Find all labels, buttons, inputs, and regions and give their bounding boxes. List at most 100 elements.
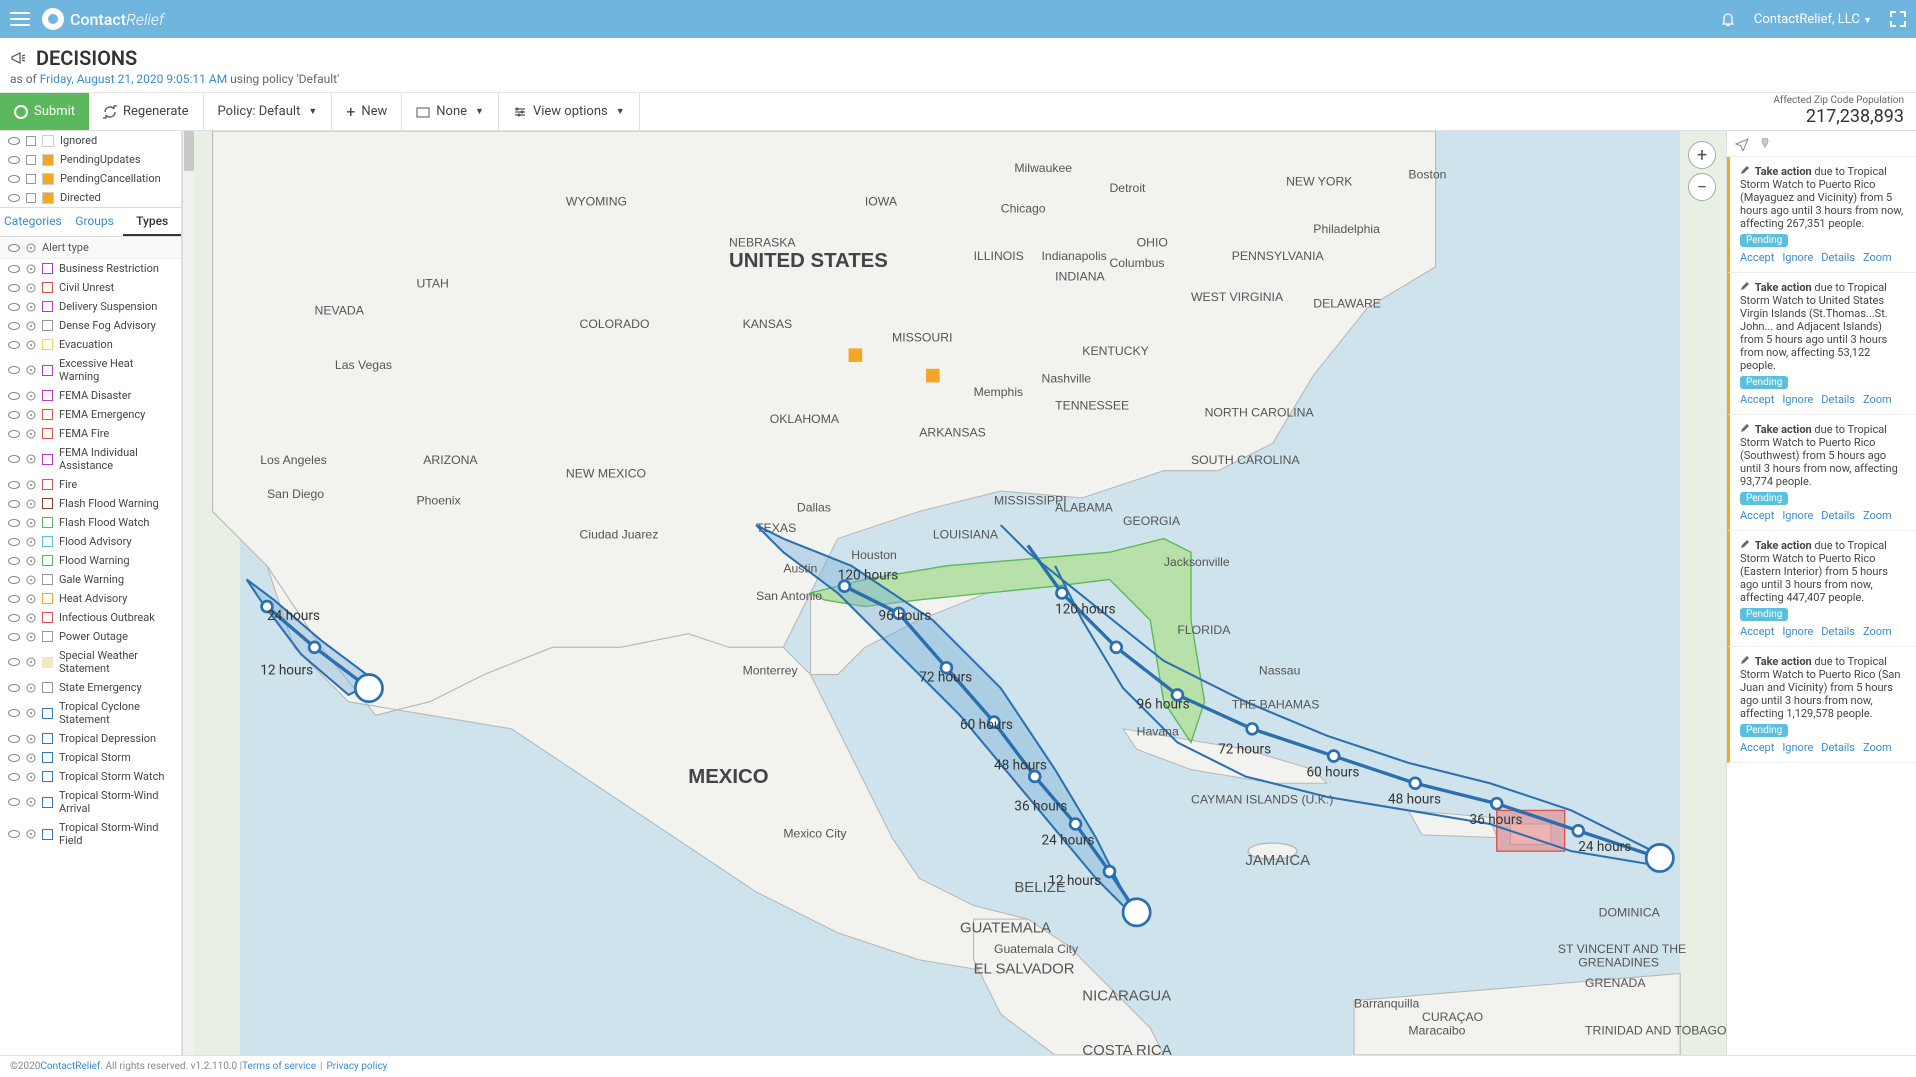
pin-icon[interactable] [1759, 138, 1771, 150]
type-item[interactable]: Evacuation [0, 335, 181, 354]
target-icon[interactable] [26, 365, 36, 375]
type-item[interactable]: Tropical Cyclone Statement [0, 697, 181, 729]
type-item[interactable]: Flash Flood Warning [0, 494, 181, 513]
type-item[interactable]: Tropical Storm-Wind Field [0, 818, 181, 850]
target-icon[interactable] [26, 708, 36, 718]
type-item[interactable]: Gale Warning [0, 570, 181, 589]
eye-icon[interactable] [8, 392, 20, 400]
eye-icon[interactable] [8, 633, 20, 641]
tab-types[interactable]: Types [123, 208, 181, 236]
bell-icon[interactable] [1720, 11, 1736, 27]
eye-icon[interactable] [8, 175, 20, 183]
policy-dropdown[interactable]: Policy: Default▼ [204, 93, 333, 130]
ignore-link[interactable]: Ignore [1782, 741, 1813, 754]
target-icon[interactable] [26, 683, 36, 693]
eye-icon[interactable] [8, 303, 20, 311]
target-icon[interactable] [26, 302, 36, 312]
eye-icon[interactable] [8, 709, 20, 717]
type-item[interactable]: Flood Warning [0, 551, 181, 570]
eye-icon[interactable] [8, 519, 20, 527]
eye-icon[interactable] [8, 735, 20, 743]
privacy-link[interactable]: Privacy policy [326, 1061, 387, 1072]
zoom-link[interactable]: Zoom [1863, 393, 1892, 406]
type-item[interactable]: Tropical Depression [0, 729, 181, 748]
target-icon[interactable] [26, 480, 36, 490]
status-item[interactable]: PendingCancellation [0, 169, 181, 188]
map-container[interactable]: 12 hours 24 hours 36 hours 48 hours 60 h… [194, 131, 1726, 1055]
target-icon[interactable] [26, 772, 36, 782]
accept-link[interactable]: Accept [1740, 251, 1774, 264]
target-icon[interactable] [26, 264, 36, 274]
eye-icon[interactable] [8, 244, 20, 252]
type-item[interactable]: FEMA Emergency [0, 405, 181, 424]
zoom-in-button[interactable]: + [1688, 141, 1716, 169]
accept-link[interactable]: Accept [1740, 625, 1774, 638]
sidebar-scrollbar[interactable] [182, 131, 194, 1055]
target-icon[interactable] [26, 829, 36, 839]
eye-icon[interactable] [8, 614, 20, 622]
eye-icon[interactable] [8, 455, 20, 463]
eye-icon[interactable] [8, 341, 20, 349]
status-item[interactable]: PendingUpdates [0, 150, 181, 169]
type-item[interactable]: Power Outage [0, 627, 181, 646]
submit-button[interactable]: Submit [0, 93, 89, 130]
eye-icon[interactable] [8, 798, 20, 806]
type-item[interactable]: FEMA Disaster [0, 386, 181, 405]
target-icon[interactable] [26, 340, 36, 350]
target-icon[interactable] [26, 575, 36, 585]
eye-icon[interactable] [8, 481, 20, 489]
eye-icon[interactable] [8, 137, 20, 145]
checkbox[interactable] [26, 136, 36, 146]
target-icon[interactable] [26, 429, 36, 439]
accept-link[interactable]: Accept [1740, 741, 1774, 754]
zoom-out-button[interactable]: − [1688, 173, 1716, 201]
status-item[interactable]: Directed [0, 188, 181, 207]
fullscreen-icon[interactable] [1890, 11, 1906, 27]
eye-icon[interactable] [8, 500, 20, 508]
type-item[interactable]: Infectious Outbreak [0, 608, 181, 627]
target-icon[interactable] [26, 518, 36, 528]
target-icon[interactable] [26, 410, 36, 420]
target-icon[interactable] [26, 391, 36, 401]
eye-icon[interactable] [8, 557, 20, 565]
type-item[interactable]: Civil Unrest [0, 278, 181, 297]
new-button[interactable]: + New [332, 93, 402, 130]
details-link[interactable]: Details [1821, 509, 1855, 522]
none-dropdown[interactable]: None▼ [402, 93, 499, 130]
eye-icon[interactable] [8, 773, 20, 781]
tab-categories[interactable]: Categories [0, 208, 66, 236]
target-icon[interactable] [26, 657, 36, 667]
status-item[interactable]: Ignored [0, 131, 181, 150]
target-icon[interactable] [26, 283, 36, 293]
account-dropdown[interactable]: ContactRelief, LLC ▼ [1754, 12, 1872, 27]
type-item[interactable]: Heat Advisory [0, 589, 181, 608]
target-icon[interactable] [26, 321, 36, 331]
details-link[interactable]: Details [1821, 251, 1855, 264]
details-link[interactable]: Details [1821, 393, 1855, 406]
eye-icon[interactable] [8, 538, 20, 546]
type-item[interactable]: Tropical Storm-Wind Arrival [0, 786, 181, 818]
checkbox[interactable] [26, 193, 36, 203]
eye-icon[interactable] [8, 684, 20, 692]
eye-icon[interactable] [8, 430, 20, 438]
target-icon[interactable] [26, 454, 36, 464]
eye-icon[interactable] [8, 411, 20, 419]
checkbox[interactable] [26, 155, 36, 165]
target-icon[interactable] [26, 613, 36, 623]
accept-link[interactable]: Accept [1740, 393, 1774, 406]
regenerate-button[interactable]: Regenerate [89, 93, 204, 130]
eye-icon[interactable] [8, 194, 20, 202]
type-item[interactable]: Flash Flood Watch [0, 513, 181, 532]
type-item[interactable]: FEMA Fire [0, 424, 181, 443]
details-link[interactable]: Details [1821, 741, 1855, 754]
target-icon[interactable] [26, 753, 36, 763]
eye-icon[interactable] [8, 754, 20, 762]
type-item[interactable]: Excessive Heat Warning [0, 354, 181, 386]
ignore-link[interactable]: Ignore [1782, 625, 1813, 638]
eye-icon[interactable] [8, 156, 20, 164]
eye-icon[interactable] [8, 284, 20, 292]
tos-link[interactable]: Terms of service [242, 1061, 316, 1072]
target-icon[interactable] [26, 537, 36, 547]
eye-icon[interactable] [8, 595, 20, 603]
target-icon[interactable] [26, 556, 36, 566]
